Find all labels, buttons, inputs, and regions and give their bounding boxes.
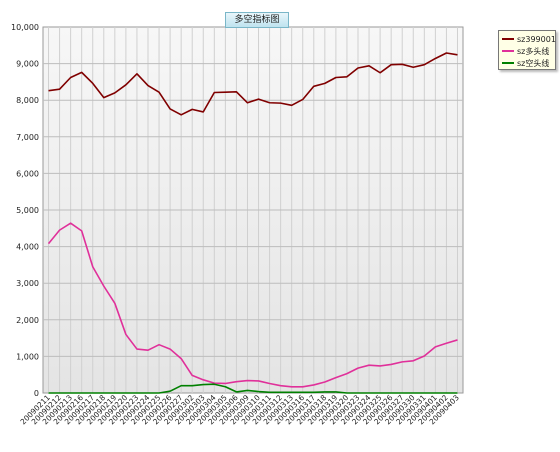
y-tick-label: 1,000 — [16, 352, 39, 361]
legend-label-long-line: sz多头线 — [517, 46, 550, 56]
legend-swatch-short-line — [502, 62, 514, 64]
series-line-0 — [48, 52, 458, 116]
chart-title: 多空指标图 — [225, 12, 289, 28]
horizontal-gridlines — [43, 63, 463, 357]
legend: sz399001 sz多头线 sz空头线 — [498, 30, 556, 70]
y-tick-label: 6,000 — [16, 169, 39, 178]
y-tick-label: 8,000 — [16, 96, 39, 105]
y-tick-label: 3,000 — [16, 279, 39, 288]
legend-item-short-line: sz空头线 — [499, 57, 555, 69]
y-tick-label: 0 — [34, 389, 39, 398]
y-axis-tick-labels: 0 1,000 2,000 3,000 4,000 5,000 6,000 7,000 8,00… — [11, 23, 39, 398]
series-line-2 — [48, 383, 458, 394]
legend-swatch-long-line — [502, 50, 514, 52]
legend-item-long-line: sz多头线 — [499, 45, 555, 57]
legend-item-sz399001: sz399001 — [499, 33, 556, 45]
x-axis-tick-labels: 2009021120090212200902132009021620090217… — [19, 393, 461, 427]
legend-swatch-sz399001 — [502, 38, 514, 40]
y-tick-label: 2,000 — [16, 316, 39, 325]
y-tick-label: 7,000 — [16, 133, 39, 142]
series-lines — [47, 52, 458, 394]
legend-label-sz399001: sz399001 — [517, 34, 556, 44]
y-tick-label: 5,000 — [16, 206, 39, 215]
legend-label-short-line: sz空头线 — [517, 58, 550, 68]
y-tick-label: 9,000 — [16, 60, 39, 69]
series-line-1 — [47, 222, 458, 388]
y-tick-label: 4,000 — [16, 243, 39, 252]
y-tick-label: 10,000 — [11, 23, 39, 32]
